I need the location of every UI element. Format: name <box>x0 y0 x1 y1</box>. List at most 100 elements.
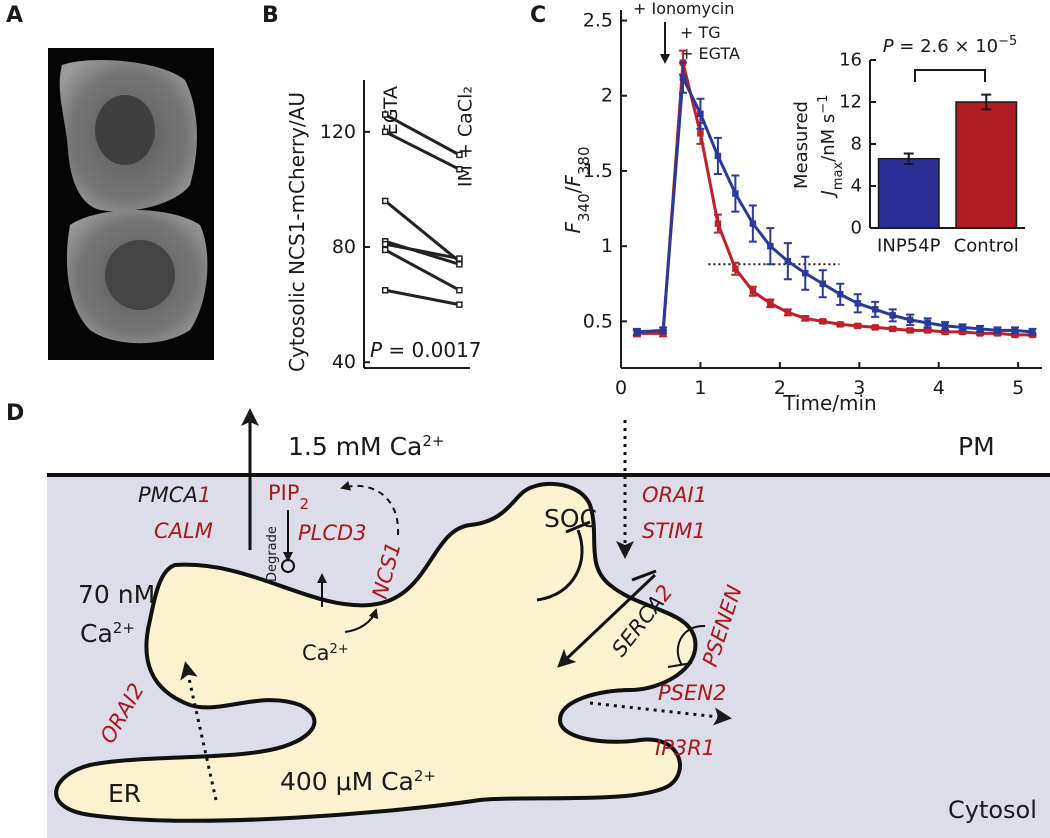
y-tick-label: 16 <box>839 50 862 71</box>
annotation-part: −5 <box>998 34 1017 49</box>
y-tick-label: 8 <box>851 134 862 155</box>
point <box>784 257 792 265</box>
ion-label: Ca2+ <box>302 641 349 665</box>
y-tick-label: 4 <box>851 176 862 197</box>
series-line <box>384 248 461 292</box>
concentration-label: 70 nM <box>78 580 155 609</box>
x-category-label: Control <box>954 236 1019 257</box>
point <box>381 246 389 254</box>
annotation-part: = 0.0017 <box>382 338 481 362</box>
gene-label: ORAI1 <box>642 483 707 507</box>
gene-label: PMCA1 <box>138 483 211 507</box>
error-bar <box>981 93 992 111</box>
y-axis-label: Cytosolic NCS1-mCherry/AU <box>285 92 309 372</box>
point <box>659 327 667 334</box>
arrow <box>340 480 400 536</box>
point <box>871 324 879 331</box>
concentration-label: 400 μM Ca2+ <box>280 767 436 796</box>
label-part: 2 <box>300 495 310 513</box>
micrograph <box>48 48 214 360</box>
series-line <box>384 288 460 307</box>
point <box>381 286 389 294</box>
point <box>819 318 827 325</box>
molecule-label: PIP2 <box>268 481 309 513</box>
label-part: F <box>561 175 585 187</box>
point <box>994 327 1001 334</box>
point <box>714 220 722 227</box>
annotation: + TG <box>680 23 721 42</box>
x-axis-label: Time/min <box>782 391 876 415</box>
panel-label: B <box>262 3 279 28</box>
y-axis-label: Measured <box>791 101 812 189</box>
panel-label: D <box>6 401 24 426</box>
bar <box>877 157 940 229</box>
point <box>767 300 774 307</box>
point <box>802 269 809 277</box>
point <box>836 291 844 298</box>
er <box>54 481 698 823</box>
inhibition <box>565 520 591 534</box>
x-tick-label: 5 <box>1012 377 1024 399</box>
point <box>749 220 757 227</box>
membrane-label: PM <box>958 432 995 461</box>
x-tick-label: 0 <box>615 377 627 399</box>
point <box>802 315 809 322</box>
point <box>1029 328 1036 336</box>
point <box>976 325 984 333</box>
point <box>456 151 463 159</box>
inhibition <box>676 624 706 666</box>
inhibition <box>631 569 657 582</box>
point <box>697 130 704 137</box>
inhibition <box>667 662 693 668</box>
x-category-label: INP54P <box>877 236 941 257</box>
y-axis-label: F340/F380 <box>561 146 593 233</box>
point <box>854 322 861 330</box>
series-line <box>384 113 461 157</box>
annotation: P = 0.0017 <box>370 338 482 362</box>
arrow <box>344 608 379 633</box>
point <box>889 312 896 319</box>
point <box>381 240 389 248</box>
label-part: PMCA <box>138 483 198 507</box>
x-tick-label: 3 <box>853 377 865 399</box>
diagram: 1.5 mM Ca2+ PM PMCA1 CALM PIP2 Degrade P… <box>47 408 1050 838</box>
soc-label: SOC <box>544 504 597 533</box>
point <box>854 300 861 307</box>
point <box>633 328 641 336</box>
degrade-symbol <box>281 559 295 573</box>
point <box>456 261 463 268</box>
point <box>906 327 914 334</box>
gene-label: STIM1 <box>642 519 706 543</box>
panel-label: A <box>6 3 23 28</box>
label-part: 2+ <box>330 642 349 657</box>
concentration-label: 1.5 mM Ca2+ <box>288 432 444 461</box>
bar <box>955 101 1018 229</box>
point <box>924 327 931 334</box>
y-tick-label: 1.5 <box>583 160 613 182</box>
annotation: P = 2.6 × 10−5 <box>883 34 1018 58</box>
cytosol-label: Cytosol <box>948 796 1037 824</box>
y-tick-label: 80 <box>332 236 356 258</box>
y-tick-label: 1 <box>601 235 613 257</box>
series-line <box>384 242 460 261</box>
label-part: 1.5 mM Ca <box>288 432 422 461</box>
point <box>732 190 739 197</box>
label-part: 2+ <box>414 767 436 785</box>
er-label: ER <box>108 779 141 808</box>
y-tick-label: 2 <box>601 85 613 107</box>
point <box>749 288 757 295</box>
point <box>941 322 949 330</box>
label-part: max <box>831 162 846 191</box>
point <box>456 301 463 308</box>
error-bar <box>903 152 914 165</box>
y-axis-label: Jmax/nM s−1 <box>816 95 846 199</box>
gene-label: IP3R1 <box>655 736 715 760</box>
label-part: Ca <box>80 619 113 648</box>
y-tick-label: 0 <box>851 218 862 239</box>
series-line <box>384 130 461 171</box>
point <box>767 242 774 250</box>
label-part: F <box>561 222 585 234</box>
point <box>784 309 792 316</box>
point <box>679 74 687 81</box>
series-line <box>384 199 461 263</box>
